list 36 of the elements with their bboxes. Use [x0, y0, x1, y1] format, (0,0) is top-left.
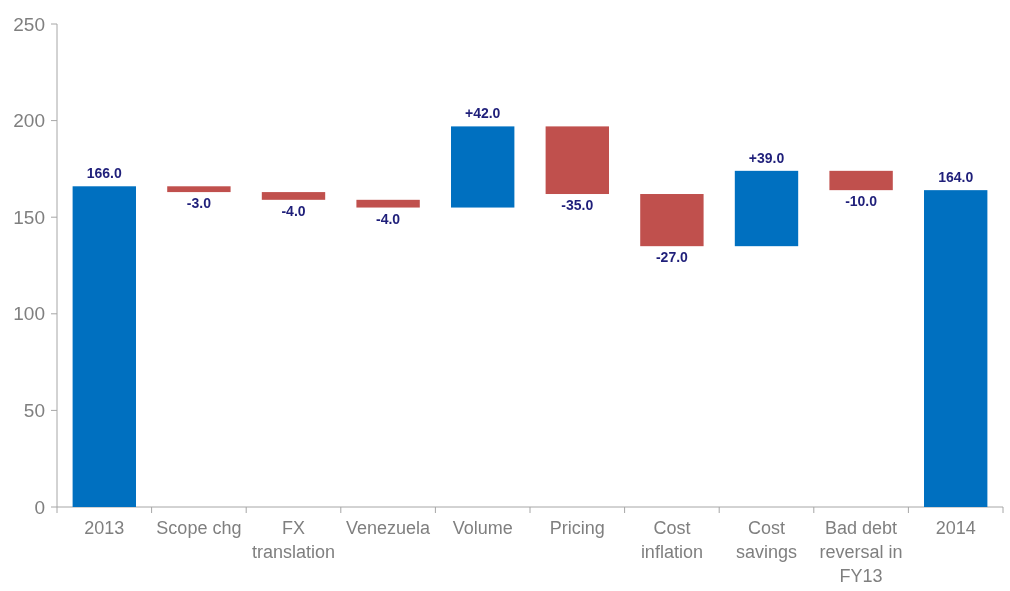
- data-label: 164.0: [938, 169, 974, 186]
- data-label: -10.0: [845, 193, 878, 210]
- y-tick-label: 250: [13, 13, 45, 35]
- y-tick-label: 100: [13, 303, 45, 325]
- bar: [261, 192, 326, 200]
- y-tick-label: 200: [13, 110, 45, 132]
- x-tick-label: Venezuela: [346, 518, 432, 538]
- data-label: -3.0: [186, 195, 212, 212]
- x-tick-label: 2013: [84, 518, 125, 538]
- bar: [829, 170, 893, 191]
- x-tick-label: Pricing: [549, 518, 605, 538]
- bar: [167, 186, 231, 193]
- data-label: -4.0: [376, 210, 401, 227]
- x-tick-label: Cost savings: [735, 518, 798, 562]
- x-tick-label: Cost inflation: [640, 518, 703, 562]
- x-tick-label: Scope chg: [156, 518, 242, 538]
- bar: [734, 170, 799, 247]
- y-tick-label: 50: [23, 400, 45, 422]
- data-label: -4.0: [281, 202, 306, 219]
- bar: [72, 186, 136, 507]
- bar: [356, 199, 420, 208]
- data-label: +42.0: [464, 105, 501, 122]
- bar: [924, 190, 988, 507]
- x-tick-label: 2014: [935, 518, 976, 538]
- data-label: +39.0: [748, 149, 785, 166]
- bar: [451, 126, 515, 208]
- data-label: -27.0: [655, 249, 689, 266]
- y-tick-label: 0: [34, 496, 45, 518]
- x-tick-label: Bad debt reversal in FY13: [819, 518, 903, 586]
- x-tick-label: FX translation: [251, 518, 336, 562]
- y-tick-label: 150: [13, 206, 45, 228]
- data-label: 166.0: [86, 165, 123, 182]
- x-tick-label: Volume: [452, 518, 513, 538]
- bar: [545, 126, 609, 195]
- data-label: -35.0: [561, 197, 594, 214]
- bar: [640, 194, 704, 247]
